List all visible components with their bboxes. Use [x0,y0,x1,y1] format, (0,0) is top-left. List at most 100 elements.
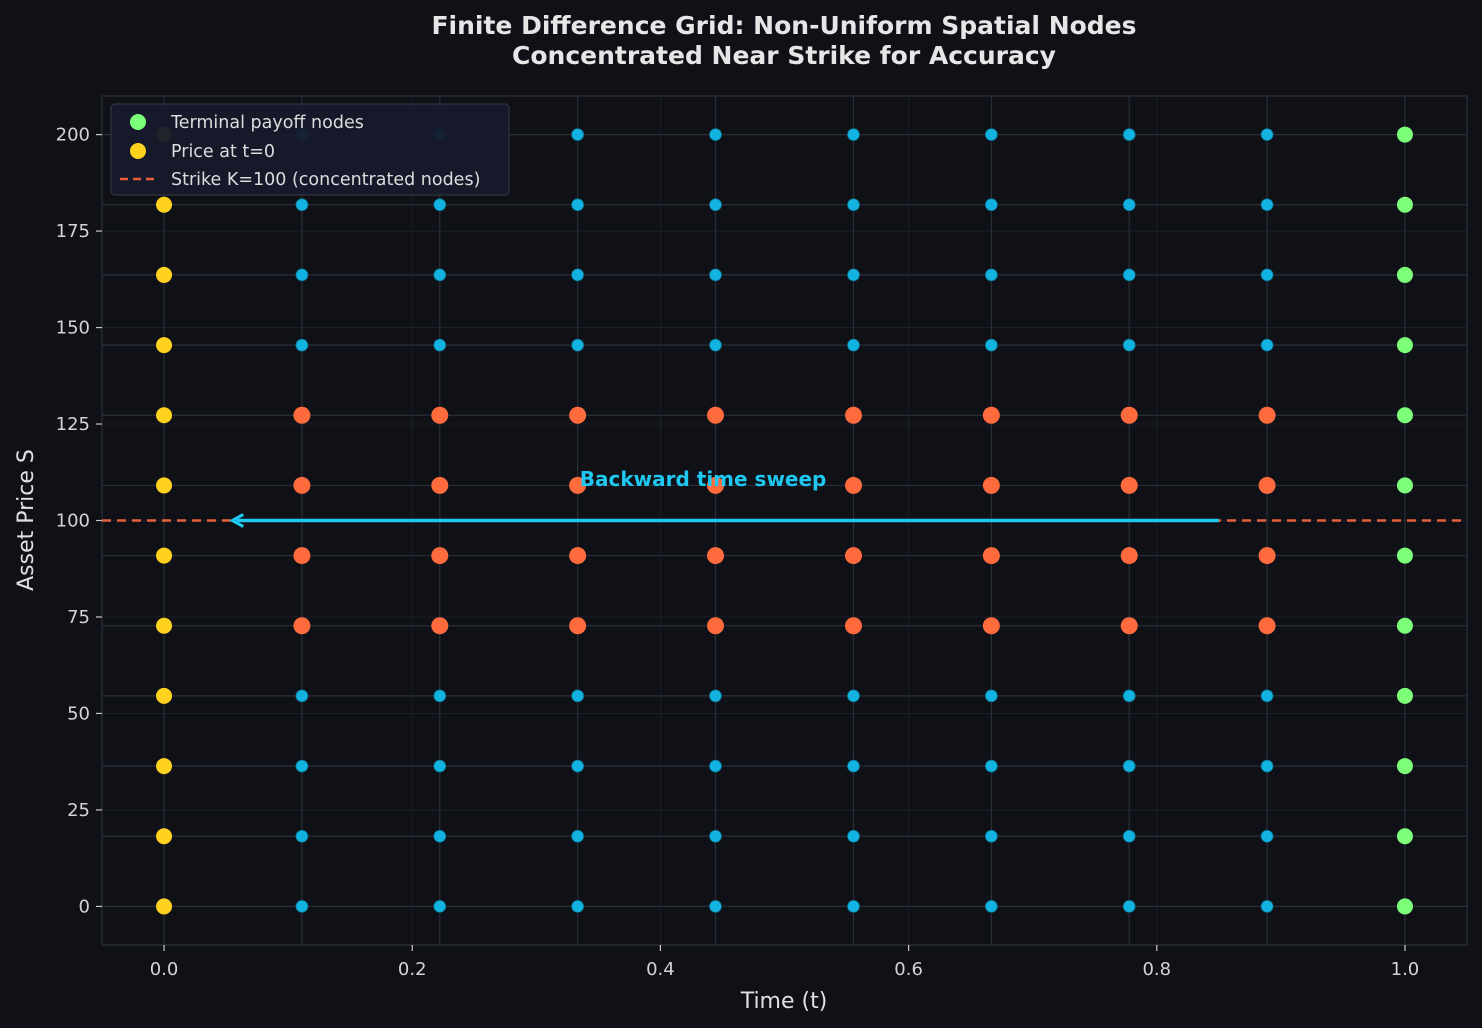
terminal-payoff-node [1396,337,1413,354]
interior-node [295,829,309,843]
interior-node [709,268,722,282]
interior-node [1260,338,1274,352]
interior-node [709,759,722,773]
price-t0-node [156,407,173,424]
interior-node [571,338,585,352]
interior-node [571,689,585,703]
interior-node [984,128,998,141]
interior-node [295,198,309,212]
near-strike-node [707,547,725,565]
legend: Terminal payoff nodes Price at t=0 Strike … [110,103,510,196]
interior-node [295,900,309,913]
chart-subtitle: Concentrated Near Strike for Accuracy [512,41,1056,70]
y-tick-label: 25 [67,800,90,821]
legend-marker-terminal [130,114,146,130]
interior-node [984,338,998,352]
interior-node [984,198,998,212]
interior-node [847,689,860,703]
terminal-payoff-node [1396,547,1413,564]
price-t0-node [156,617,173,634]
x-tick-label: 0.4 [646,959,675,980]
interior-node [984,829,998,843]
x-axis-label: Time (t) [740,989,828,1014]
interior-node [1260,268,1274,282]
interior-node [847,128,860,141]
y-tick-label: 0 [79,896,90,917]
price-t0-node [156,758,173,775]
interior-node [847,268,860,282]
interior-node [1260,759,1274,773]
interior-node [571,128,585,141]
near-strike-node [293,476,311,494]
interior-node [433,759,447,773]
near-strike-node [1120,617,1138,635]
interior-node [433,829,447,843]
interior-node [1122,900,1136,913]
interior-node [571,759,585,773]
interior-node [709,829,722,843]
terminal-payoff-node [1396,758,1413,775]
y-tick-label: 100 [56,511,90,532]
legend-label-strike: Strike K=100 (concentrated nodes) [171,170,480,190]
x-tick-label: 1.0 [1391,959,1420,980]
y-tick-label: 175 [56,221,90,242]
interior-node [1122,338,1136,352]
y-tick-label: 125 [56,414,90,435]
near-strike-node [1120,476,1138,494]
y-axis-label: Asset Price S [14,449,39,591]
x-tick-label: 0.6 [894,959,923,980]
interior-node [1122,689,1136,703]
interior-node [1122,759,1136,773]
near-strike-node [293,617,311,635]
near-strike-node [982,617,1000,635]
y-tick-label: 50 [67,703,90,724]
interior-node [1260,900,1274,913]
price-t0-node [156,477,173,494]
near-strike-node [982,476,1000,494]
x-tick-label: 0.2 [398,959,427,980]
interior-node [984,900,998,913]
x-tick-label: 0.0 [150,959,179,980]
terminal-payoff-node [1396,477,1413,494]
terminal-payoff-node [1396,828,1413,845]
interior-node [709,198,722,212]
near-strike-node [569,617,587,635]
interior-node [847,759,860,773]
near-strike-node [293,547,311,565]
near-strike-node [707,406,725,424]
y-tick-label: 75 [67,607,90,628]
arrow-head [229,513,245,528]
price-t0-node [156,196,173,213]
price-t0-node [156,547,173,564]
near-strike-node [1258,476,1276,494]
near-strike-node [707,476,725,494]
near-strike-node [844,547,862,565]
near-strike-node [1258,617,1276,635]
interior-node [847,900,860,913]
annotation: Backward time sweep [229,467,1219,528]
interior-node [984,268,998,282]
terminal-payoff-node [1396,687,1413,704]
near-strike-node [293,406,311,424]
interior-node [1260,689,1274,703]
near-strike-node [431,617,449,635]
price-t0-node [156,898,173,915]
interior-node [295,759,309,773]
interior-node [709,689,722,703]
terminal-payoff-node [1396,617,1413,634]
terminal-payoff-node [1396,407,1413,424]
interior-node [433,338,447,352]
interior-node [433,268,447,282]
interior-node [847,829,860,843]
grid-nodes [156,126,1413,915]
interior-node [295,689,309,703]
interior-node [709,338,722,352]
interior-node [433,900,447,913]
interior-node [571,198,585,212]
terminal-payoff-node [1396,898,1413,915]
legend-box [110,103,510,196]
near-strike-node [1258,406,1276,424]
interior-node [984,689,998,703]
near-strike-node [1258,547,1276,565]
near-strike-node [1120,547,1138,565]
